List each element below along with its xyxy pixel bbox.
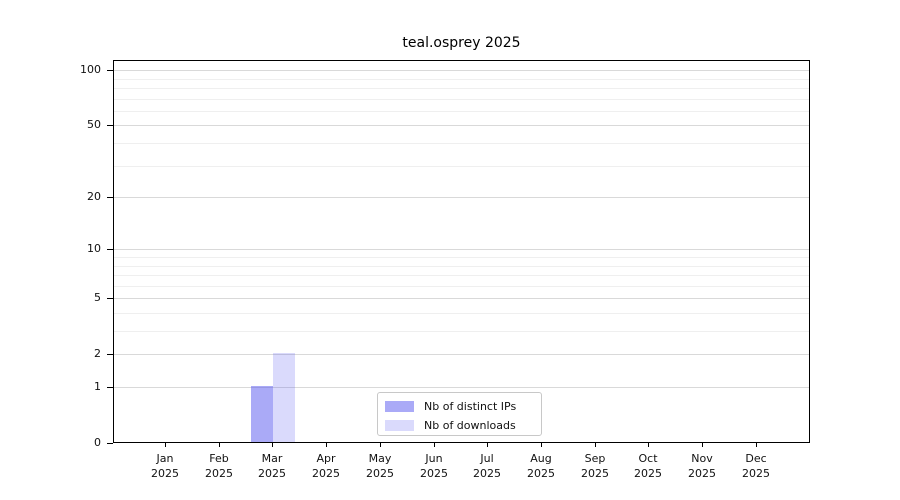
y-tick-label: 100 (80, 63, 101, 76)
x-tick-month: Oct (638, 452, 658, 465)
x-tick-year: 2025 (688, 467, 716, 480)
gridline-minor (114, 143, 809, 144)
x-tick-year: 2025 (151, 467, 179, 480)
gridline-minor (114, 266, 809, 267)
y-tick (107, 249, 113, 250)
x-tick-label: Jul 2025 (457, 451, 517, 481)
gridline-minor (114, 313, 809, 314)
x-tick (487, 443, 488, 447)
legend-label-downloads: Nb of downloads (424, 419, 516, 432)
y-tick (107, 443, 113, 444)
x-tick-label: Dec 2025 (726, 451, 786, 481)
y-tick (107, 354, 113, 355)
y-tick (107, 70, 113, 71)
gridline-major (114, 197, 809, 198)
x-tick-year: 2025 (742, 467, 770, 480)
x-tick (219, 443, 220, 447)
y-tick-label: 2 (94, 347, 101, 360)
y-tick-label: 20 (87, 190, 101, 203)
bar-distinct-ips (251, 386, 273, 442)
legend-swatch-downloads (385, 420, 414, 431)
gridline-major (114, 354, 809, 355)
gridline-minor (114, 99, 809, 100)
x-tick (434, 443, 435, 447)
x-tick-label: Jun 2025 (404, 451, 464, 481)
x-tick-label: Jan 2025 (135, 451, 195, 481)
y-tick-label: 10 (87, 242, 101, 255)
gridline-minor (114, 275, 809, 276)
x-tick-label: Nov 2025 (672, 451, 732, 481)
x-tick-year: 2025 (634, 467, 662, 480)
plot-area: Nb of distinct IPs Nb of downloads (113, 60, 810, 443)
x-tick-month: Jul (480, 452, 494, 465)
chart-title: teal.osprey 2025 (402, 35, 521, 51)
x-tick-year: 2025 (581, 467, 609, 480)
y-tick-label: 0 (94, 436, 101, 449)
x-tick-year: 2025 (205, 467, 233, 480)
x-tick (326, 443, 327, 447)
x-tick-month: Feb (209, 452, 229, 465)
x-tick (648, 443, 649, 447)
x-tick-month: Dec (745, 452, 767, 465)
gridline-major (114, 249, 809, 250)
legend-swatch-distinct-ips (385, 401, 414, 412)
x-tick-month: Nov (691, 452, 713, 465)
gridline-minor (114, 111, 809, 112)
legend-item-distinct-ips: Nb of distinct IPs (384, 399, 541, 414)
bar-downloads (273, 353, 295, 442)
x-tick (380, 443, 381, 447)
x-tick (595, 443, 596, 447)
y-tick-label: 5 (94, 291, 101, 304)
x-tick-month: Aug (530, 452, 552, 465)
x-tick (272, 443, 273, 447)
x-tick-month: Apr (316, 452, 336, 465)
x-tick (165, 443, 166, 447)
x-tick-label: Mar 2025 (242, 451, 302, 481)
x-tick (702, 443, 703, 447)
x-tick-month: Sep (584, 452, 606, 465)
y-tick (107, 197, 113, 198)
x-tick-label: Oct 2025 (618, 451, 678, 481)
gridline-minor (114, 166, 809, 167)
gridline-minor (114, 257, 809, 258)
gridline-minor (114, 88, 809, 89)
x-tick-year: 2025 (258, 467, 286, 480)
x-tick-year: 2025 (473, 467, 501, 480)
x-tick-year: 2025 (420, 467, 448, 480)
gridline-minor (114, 286, 809, 287)
x-tick (756, 443, 757, 447)
y-tick (107, 125, 113, 126)
x-tick-label: Aug 2025 (511, 451, 571, 481)
x-tick-month: Jun (425, 452, 443, 465)
x-tick-year: 2025 (312, 467, 340, 480)
gridline-major (114, 125, 809, 126)
x-tick-label: Sep 2025 (565, 451, 625, 481)
x-tick-month: May (368, 452, 392, 465)
legend: Nb of distinct IPs Nb of downloads (377, 392, 542, 436)
x-tick-label: Apr 2025 (296, 451, 356, 481)
x-tick-month: Mar (261, 452, 283, 465)
x-tick (541, 443, 542, 447)
gridline-minor (114, 331, 809, 332)
x-tick-label: May 2025 (350, 451, 410, 481)
x-tick-label: Feb 2025 (189, 451, 249, 481)
y-tick (107, 298, 113, 299)
y-tick (107, 387, 113, 388)
legend-item-downloads: Nb of downloads (384, 418, 541, 433)
x-tick-year: 2025 (366, 467, 394, 480)
gridline-major (114, 387, 809, 388)
gridline-minor (114, 79, 809, 80)
y-tick-label: 50 (87, 118, 101, 131)
gridline-major (114, 298, 809, 299)
y-tick-label: 1 (94, 380, 101, 393)
x-tick-month: Jan (156, 452, 174, 465)
x-tick-year: 2025 (527, 467, 555, 480)
gridline-major (114, 70, 809, 71)
legend-label-distinct-ips: Nb of distinct IPs (424, 400, 517, 413)
